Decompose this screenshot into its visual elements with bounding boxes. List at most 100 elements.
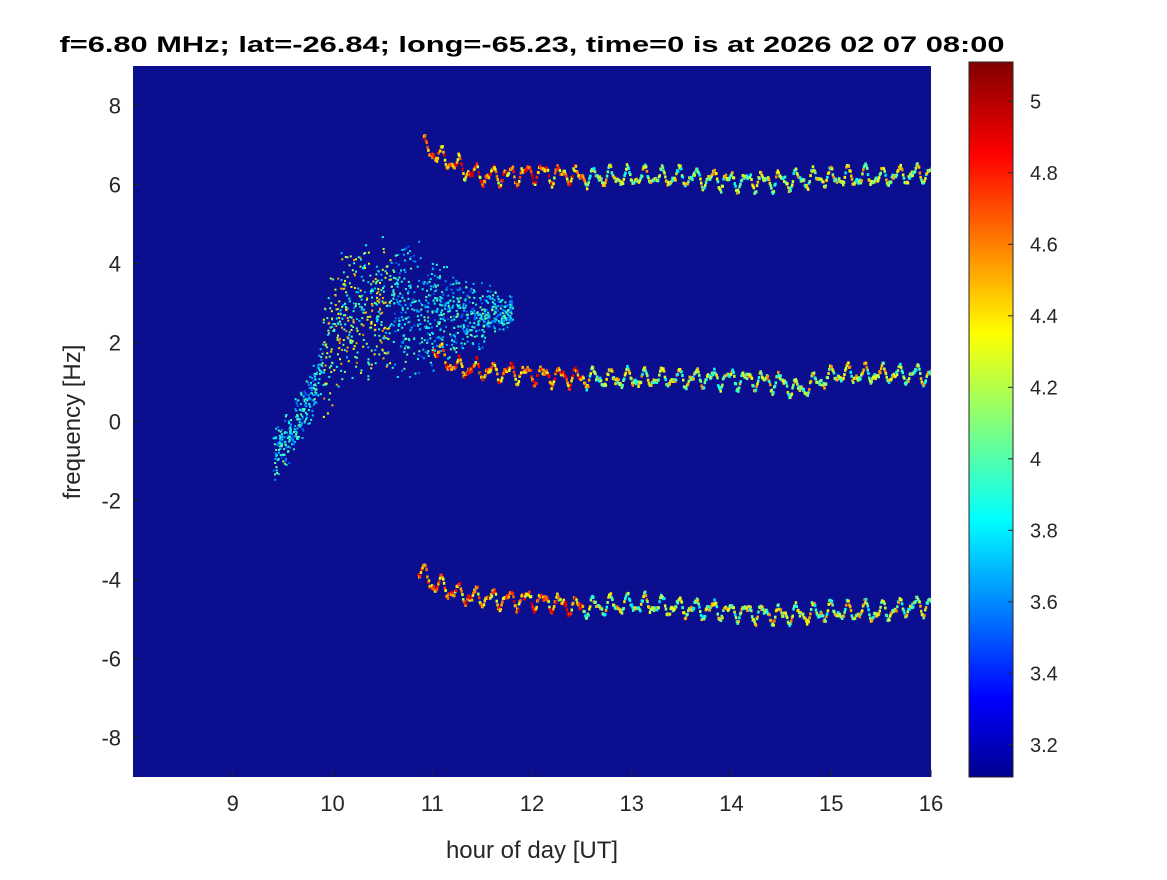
trace-pixel xyxy=(678,367,682,371)
blob-pixel xyxy=(403,253,405,256)
blob-pixel xyxy=(494,330,497,333)
trace-pixel xyxy=(925,374,928,378)
trace-pixel xyxy=(903,376,906,380)
blob-pixel xyxy=(418,240,421,243)
trace-pixel xyxy=(736,188,740,192)
blob-pixel xyxy=(312,386,315,389)
trace-pixel xyxy=(628,371,632,375)
blob-pixel xyxy=(391,366,394,369)
trace-pixel xyxy=(565,174,568,178)
blob-pixel xyxy=(425,296,428,298)
trace-pixel xyxy=(426,580,430,584)
blob-pixel xyxy=(427,306,430,309)
blob-pixel xyxy=(426,327,429,329)
trace-pixel xyxy=(654,606,657,610)
trace-pixel xyxy=(755,385,758,389)
blob-pixel xyxy=(453,318,456,321)
blob-pixel xyxy=(279,448,282,450)
trace-pixel xyxy=(806,187,810,191)
trace-pixel xyxy=(866,173,870,177)
trace-pixel xyxy=(833,610,836,614)
blob-pixel xyxy=(418,279,420,282)
blob-pixel xyxy=(492,325,495,328)
blob-pixel xyxy=(445,344,448,346)
blob-pixel xyxy=(506,326,509,329)
blob-pixel xyxy=(412,254,415,257)
blob-pixel xyxy=(436,284,439,287)
blob-pixel xyxy=(296,418,299,421)
blob-pixel xyxy=(279,437,281,440)
trace-pixel xyxy=(788,187,792,191)
blob-pixel xyxy=(368,363,371,366)
trace-pixel xyxy=(924,606,928,609)
trace-pixel xyxy=(550,387,553,391)
trace-pixel xyxy=(619,383,623,387)
trace-pixel xyxy=(544,595,547,599)
trace-pixel xyxy=(866,604,870,608)
blob-pixel xyxy=(369,292,372,295)
blob-pixel xyxy=(431,268,434,271)
trace-pixel xyxy=(735,620,739,624)
blob-pixel xyxy=(479,306,482,309)
blob-pixel xyxy=(475,330,478,333)
trace-pixel xyxy=(806,393,809,397)
blob-pixel xyxy=(346,275,349,278)
blob-pixel xyxy=(330,371,333,374)
trace-pixel xyxy=(888,618,891,622)
blob-pixel xyxy=(451,306,454,309)
trace-pixel xyxy=(850,174,853,178)
blob-pixel xyxy=(503,316,506,319)
trace-pixel xyxy=(546,371,549,375)
trace-pixel xyxy=(884,372,888,376)
trace-pixel xyxy=(571,374,575,378)
blob-pixel xyxy=(331,325,334,328)
trace-pixel xyxy=(529,167,532,171)
blob-pixel xyxy=(480,282,483,285)
trace-pixel xyxy=(857,376,861,380)
blob-pixel xyxy=(320,371,323,374)
blob-pixel xyxy=(303,390,306,393)
blob-pixel xyxy=(455,351,458,354)
blob-pixel xyxy=(451,339,453,342)
trace-pixel xyxy=(837,611,840,615)
blob-pixel xyxy=(344,323,347,326)
trace-pixel xyxy=(787,190,791,194)
blob-pixel xyxy=(294,398,297,401)
blob-pixel xyxy=(507,321,510,324)
blob-pixel xyxy=(417,354,420,357)
trace-pixel xyxy=(897,169,900,172)
trace-pixel xyxy=(742,374,746,378)
trace-pixel xyxy=(503,368,506,371)
trace-pixel xyxy=(800,385,803,389)
blob-pixel xyxy=(315,392,318,395)
blob-pixel xyxy=(471,334,473,337)
trace-pixel xyxy=(772,391,775,395)
trace-pixel xyxy=(754,388,758,392)
blob-pixel xyxy=(328,366,331,369)
trace-pixel xyxy=(630,377,633,381)
trace-pixel xyxy=(798,389,801,392)
trace-pixel xyxy=(548,179,551,183)
blob-pixel xyxy=(352,347,355,350)
blob-pixel xyxy=(441,346,444,348)
blob-pixel xyxy=(476,335,479,338)
blob-pixel xyxy=(486,290,489,293)
blob-pixel xyxy=(339,358,341,361)
trace-pixel xyxy=(727,178,731,181)
trace-pixel xyxy=(769,383,772,387)
x-tick-label: 14 xyxy=(719,791,743,816)
blob-pixel xyxy=(289,446,292,449)
trace-pixel xyxy=(654,379,658,382)
blob-pixel xyxy=(359,371,362,374)
trace-pixel xyxy=(477,596,481,600)
trace-pixel xyxy=(850,374,853,378)
trace-pixel xyxy=(638,179,641,183)
trace-pixel xyxy=(603,184,606,188)
trace-pixel xyxy=(486,173,490,177)
blob-pixel xyxy=(453,340,456,343)
trace-pixel xyxy=(672,178,675,182)
trace-pixel xyxy=(801,612,805,616)
blob-pixel xyxy=(499,300,502,303)
trace-pixel xyxy=(640,174,644,178)
trace-pixel xyxy=(825,612,829,616)
